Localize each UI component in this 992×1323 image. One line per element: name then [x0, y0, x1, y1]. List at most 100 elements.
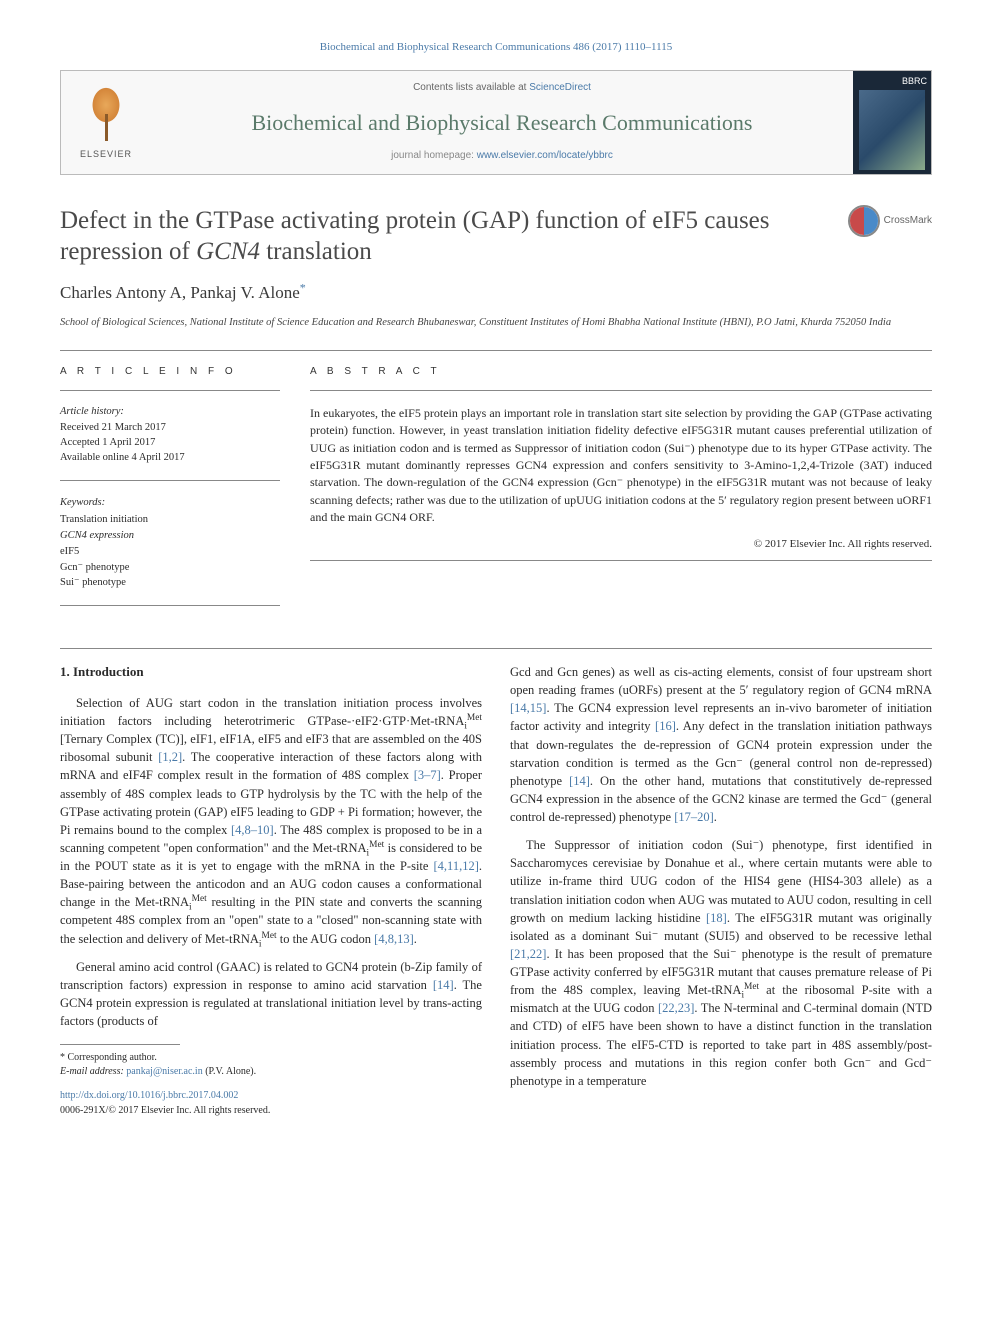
info-divider-3	[60, 605, 280, 606]
abstract-text: In eukaryotes, the eIF5 protein plays an…	[310, 405, 932, 527]
ref-link[interactable]: [14]	[433, 978, 454, 992]
sub-i: i	[259, 939, 262, 949]
elsevier-tree-icon	[81, 84, 131, 144]
article-history: Article history: Received 21 March 2017 …	[60, 405, 280, 466]
email-link[interactable]: pankaj@niser.ac.in	[126, 1066, 202, 1077]
info-divider-1	[60, 390, 280, 391]
ref-link[interactable]: [18]	[706, 911, 727, 925]
doi-block: http://dx.doi.org/10.1016/j.bbrc.2017.04…	[60, 1089, 482, 1118]
cover-label: BBRC	[902, 75, 927, 88]
ref-link[interactable]: [4,8–10]	[231, 823, 274, 837]
issn-copyright: 0006-291X/© 2017 Elsevier Inc. All right…	[60, 1105, 270, 1116]
ref-link[interactable]: [14,15]	[510, 701, 546, 715]
history-accepted: Accepted 1 April 2017	[60, 436, 280, 451]
title-text-pre: Defect in the GTPase activating protein …	[60, 207, 770, 265]
doi-link[interactable]: http://dx.doi.org/10.1016/j.bbrc.2017.04…	[60, 1090, 238, 1101]
t: .	[714, 810, 717, 824]
body-columns: 1. Introduction Selection of AUG start c…	[60, 663, 932, 1118]
ref-link[interactable]: [3–7]	[414, 768, 441, 782]
contents-line: Contents lists available at ScienceDirec…	[171, 81, 833, 96]
email-name: (P.V. Alone).	[203, 1066, 256, 1077]
ref-link[interactable]: [16]	[655, 719, 676, 733]
keyword-2-text: GCN4 expression	[60, 530, 134, 541]
body-divider	[60, 648, 932, 649]
corresponding-marker: *	[300, 281, 306, 295]
email-label: E-mail address:	[60, 1066, 126, 1077]
page-root: Biochemical and Biophysical Research Com…	[0, 0, 992, 1158]
abstract-copyright: © 2017 Elsevier Inc. All rights reserved…	[310, 537, 932, 553]
sub-i: i	[464, 722, 467, 732]
ref-link[interactable]: [22,23]	[658, 1001, 694, 1015]
corresponding-footnote: * Corresponding author.	[60, 1051, 482, 1065]
keyword-4: Gcn⁻ phenotype	[60, 560, 280, 576]
author-names: Charles Antony A, Pankaj V. Alone	[60, 283, 300, 302]
footnote-separator	[60, 1044, 180, 1045]
t: Gcd and Gcn genes) as well as cis-acting…	[510, 665, 932, 697]
sup-met: Met	[467, 713, 482, 723]
right-column: Gcd and Gcn genes) as well as cis-acting…	[510, 663, 932, 1118]
journal-homepage: journal homepage: www.elsevier.com/locat…	[171, 149, 833, 164]
info-abstract-row: A R T I C L E I N F O Article history: R…	[60, 365, 932, 620]
sub-i: i	[741, 991, 744, 1001]
sup-met: Met	[262, 930, 277, 940]
sciencedirect-link[interactable]: ScienceDirect	[529, 82, 591, 93]
article-info-column: A R T I C L E I N F O Article history: R…	[60, 365, 280, 620]
ref-link[interactable]: [21,22]	[510, 947, 546, 961]
sup-met: Met	[369, 840, 384, 850]
t: to the AUG codon	[277, 932, 375, 946]
ref-link[interactable]: [4,8,13]	[374, 932, 414, 946]
header-center: Contents lists available at ScienceDirec…	[151, 71, 853, 174]
keyword-5: Sui⁻ phenotype	[60, 575, 280, 591]
intro-p2: General amino acid control (GAAC) is rel…	[60, 958, 482, 1031]
contents-prefix: Contents lists available at	[413, 82, 529, 93]
citation-line: Biochemical and Biophysical Research Com…	[60, 40, 932, 56]
abstract-divider-bottom	[310, 560, 932, 561]
history-heading: Article history:	[60, 405, 280, 420]
divider-top	[60, 350, 932, 351]
journal-header: ELSEVIER Contents lists available at Sci…	[60, 70, 932, 175]
homepage-link[interactable]: www.elsevier.com/locate/ybbrc	[477, 150, 613, 161]
ref-link[interactable]: [14]	[569, 774, 590, 788]
abstract-label: A B S T R A C T	[310, 365, 932, 380]
keyword-3: eIF5	[60, 544, 280, 560]
info-divider-2	[60, 480, 280, 481]
ref-link[interactable]: [17–20]	[674, 810, 714, 824]
abstract-column: A B S T R A C T In eukaryotes, the eIF5 …	[310, 365, 932, 620]
intro-p4: The Suppressor of initiation codon (Sui⁻…	[510, 836, 932, 1090]
keywords-block: Keywords: Translation initiation GCN4 ex…	[60, 495, 280, 592]
sub-i: i	[189, 903, 192, 913]
crossmark-widget[interactable]: CrossMark	[848, 205, 932, 237]
affiliation: School of Biological Sciences, National …	[60, 316, 932, 330]
t: General amino acid control (GAAC) is rel…	[60, 960, 482, 992]
title-gene: GCN4	[196, 238, 260, 265]
journal-cover: BBRC	[853, 71, 931, 174]
publisher-name: ELSEVIER	[80, 148, 132, 161]
ref-link[interactable]: [4,11,12]	[434, 859, 479, 873]
intro-heading: 1. Introduction	[60, 663, 482, 682]
abstract-divider-top	[310, 390, 932, 391]
intro-p3: Gcd and Gcn genes) as well as cis-acting…	[510, 663, 932, 826]
email-footnote: E-mail address: pankaj@niser.ac.in (P.V.…	[60, 1065, 482, 1079]
crossmark-label: CrossMark	[884, 214, 932, 229]
history-received: Received 21 March 2017	[60, 421, 280, 436]
t: Selection of AUG start codon in the tran…	[60, 696, 482, 728]
journal-name: Biochemical and Biophysical Research Com…	[171, 107, 833, 139]
keywords-heading: Keywords:	[60, 495, 280, 511]
history-online: Available online 4 April 2017	[60, 451, 280, 466]
left-column: 1. Introduction Selection of AUG start c…	[60, 663, 482, 1118]
title-row: Defect in the GTPase activating protein …	[60, 205, 932, 268]
t: .	[414, 932, 417, 946]
author-list: Charles Antony A, Pankaj V. Alone*	[60, 281, 932, 306]
title-text-post: translation	[260, 238, 372, 265]
sup-met: Met	[192, 894, 207, 904]
homepage-prefix: journal homepage:	[391, 150, 477, 161]
keyword-1: Translation initiation	[60, 512, 280, 528]
ref-link[interactable]: [1,2]	[158, 750, 182, 764]
sup-met: Met	[744, 982, 759, 992]
article-info-label: A R T I C L E I N F O	[60, 365, 280, 380]
article-title: Defect in the GTPase activating protein …	[60, 205, 832, 268]
keyword-2: GCN4 expression	[60, 528, 280, 544]
intro-p1: Selection of AUG start codon in the tran…	[60, 694, 482, 948]
crossmark-icon	[848, 205, 880, 237]
publisher-logo-block: ELSEVIER	[61, 71, 151, 174]
